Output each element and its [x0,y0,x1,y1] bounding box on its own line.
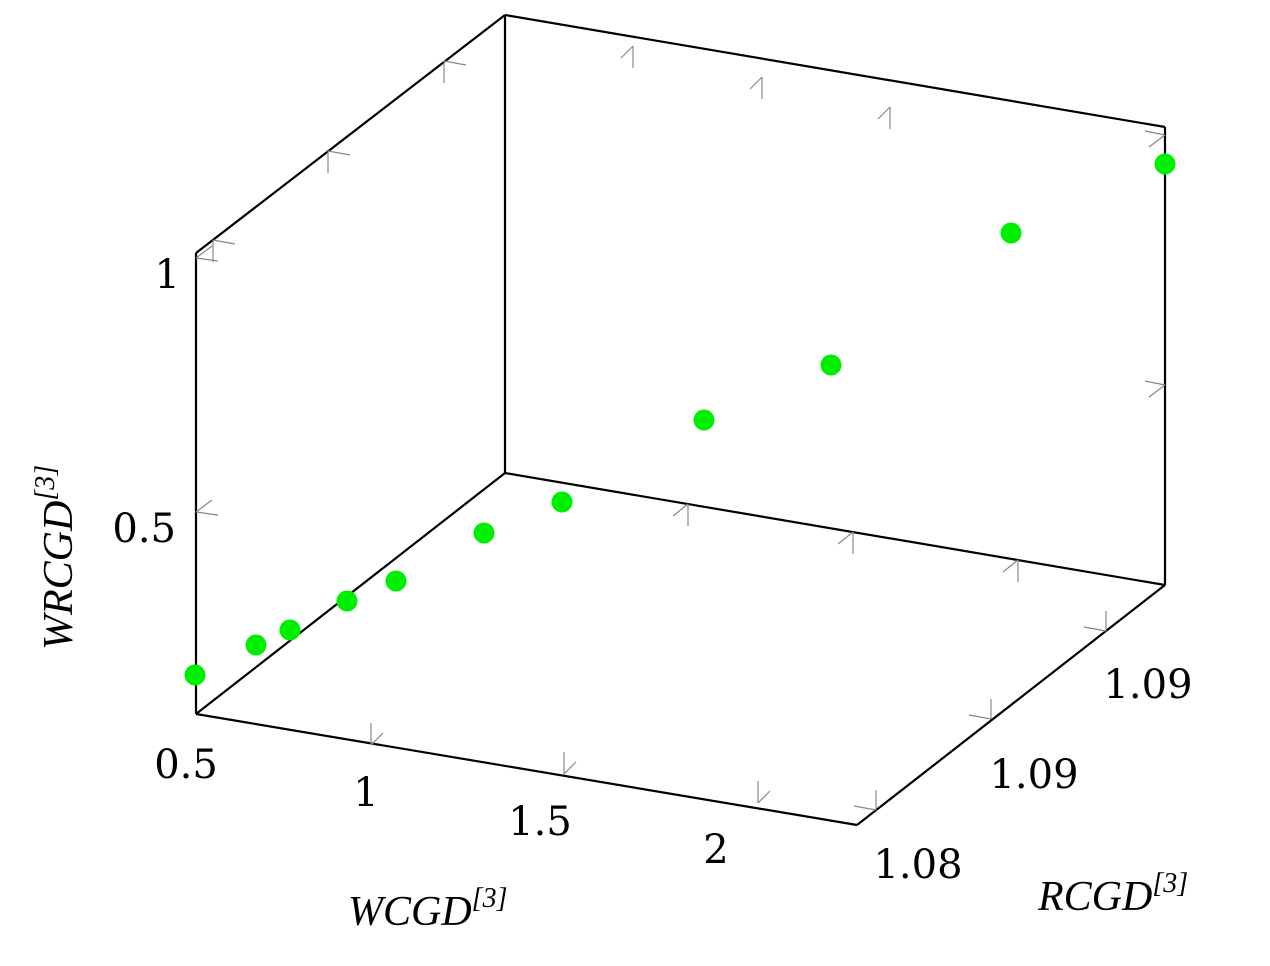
x-tick-label: 2 [703,827,728,873]
y-axis-label: RCGD[3] [1037,868,1188,920]
data-point [184,664,206,686]
box-frame [194,13,1167,827]
data-point [385,570,407,592]
data-point [473,522,495,544]
x-axis-label: WCGD[3] [348,883,507,935]
z-axis-label: WRCGD[3] [30,465,82,650]
y-tick-label: 1.09 [1103,662,1192,708]
x-tick-label: 0.5 [154,742,218,788]
data-point [551,491,573,513]
data-point [279,619,301,641]
x-tick-label: 1 [353,770,378,816]
data-point [1000,222,1022,244]
z-tick-label: 1 [155,252,180,298]
tick-labels: 0.5 1 1.5 2 1.08 1.09 1.09 1 0.5 [112,252,1192,888]
x-tick-label: 1.5 [508,799,572,845]
z-tick-label: 0.5 [112,506,176,552]
data-point [820,354,842,376]
y-tick-label: 1.08 [873,842,962,888]
data-point [245,634,267,656]
data-point [1154,153,1176,175]
y-tick-label: 1.09 [989,752,1078,798]
data-point [693,409,715,431]
data-points [184,153,1176,686]
tick-marks [195,45,1166,811]
data-point [336,590,358,612]
